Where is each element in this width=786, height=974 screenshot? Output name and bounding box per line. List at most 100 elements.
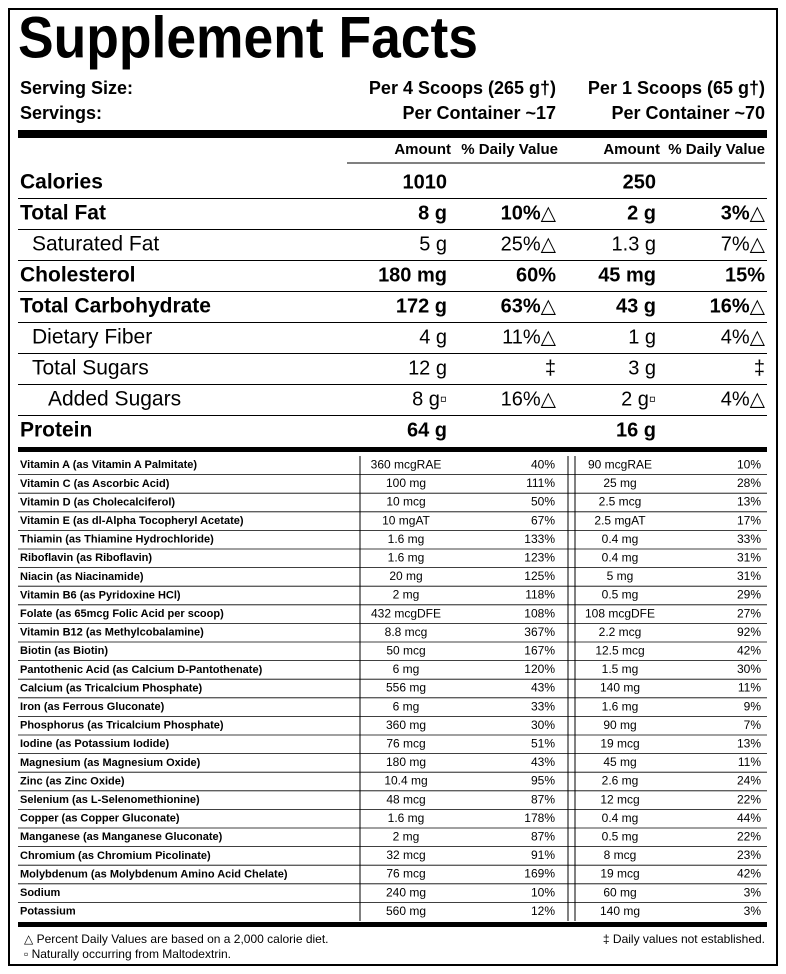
amount: 76 mcg bbox=[386, 736, 425, 750]
daily-value: 178% bbox=[524, 811, 555, 825]
column-header: % Daily Value bbox=[461, 141, 558, 158]
nutrient-name: Riboflavin (as Riboflavin) bbox=[20, 552, 152, 564]
amount: 4 g bbox=[419, 326, 447, 348]
nutrient-name: Thiamin (as Thiamine Hydrochloride) bbox=[20, 534, 214, 546]
amount: 3 g bbox=[628, 357, 656, 379]
nutrient-name: Saturated Fat bbox=[32, 233, 159, 256]
daily-value: 31% bbox=[737, 550, 761, 564]
nutrient-name: Selenium (as L-Selenomethionine) bbox=[20, 794, 200, 806]
amount: 2.6 mg bbox=[602, 774, 639, 788]
amount: 12.5 mcg bbox=[595, 643, 644, 657]
daily-value: ‡ bbox=[754, 357, 765, 379]
daily-value: 10% bbox=[531, 885, 555, 899]
amount: 240 mg bbox=[386, 885, 426, 899]
amount: 0.5 mg bbox=[602, 588, 639, 602]
amount: 12 g bbox=[408, 357, 447, 379]
daily-value: 25%△ bbox=[501, 233, 557, 255]
daily-value: 7% bbox=[744, 718, 762, 732]
nutrient-name: Phosphorus (as Tricalcium Phosphate) bbox=[20, 720, 224, 732]
amount: 90 mg bbox=[603, 718, 636, 732]
daily-value: 3%△ bbox=[721, 202, 766, 224]
daily-value: 22% bbox=[737, 829, 761, 843]
amount: 432 mcgDFE bbox=[371, 606, 441, 620]
amount: 8 g bbox=[418, 202, 447, 224]
daily-value: 13% bbox=[737, 736, 761, 750]
amount: 45 mg bbox=[598, 264, 656, 286]
daily-value: 3% bbox=[744, 885, 762, 899]
nutrient-name: Folate (as 65mcg Folic Acid per scoop) bbox=[20, 608, 224, 620]
amount: 1010 bbox=[403, 171, 448, 193]
title: Supplement Facts bbox=[18, 5, 478, 70]
amount: 10 mgAT bbox=[382, 513, 430, 527]
column-header: % Daily Value bbox=[668, 141, 765, 158]
daily-value: 16%△ bbox=[710, 295, 766, 317]
amount: 0.4 mg bbox=[602, 532, 639, 546]
footnote: △ Percent Daily Values are based on a 2,… bbox=[24, 932, 329, 946]
amount: 25 mg bbox=[603, 476, 636, 490]
daily-value: 17% bbox=[737, 513, 761, 527]
thick-bar bbox=[18, 922, 767, 927]
nutrient-name: Cholesterol bbox=[20, 264, 136, 287]
amount: 140 mg bbox=[600, 681, 640, 695]
column-header: Amount bbox=[394, 141, 451, 158]
nutrient-name: Total Fat bbox=[20, 202, 106, 225]
amount: 2.5 mcg bbox=[599, 495, 642, 509]
amount: 64 g bbox=[407, 419, 447, 441]
nutrient-name: Calcium (as Tricalcium Phosphate) bbox=[20, 682, 203, 694]
daily-value: 33% bbox=[737, 532, 761, 546]
footnote: ‡ Daily values not established. bbox=[603, 932, 765, 946]
amount: 10 mcg bbox=[386, 495, 425, 509]
servings-label: Servings: bbox=[20, 103, 102, 123]
servings-b: Per Container ~70 bbox=[611, 103, 765, 123]
thick-bar bbox=[18, 130, 767, 138]
amount: 2.5 mgAT bbox=[594, 513, 646, 527]
daily-value: 108% bbox=[524, 606, 555, 620]
daily-value: 120% bbox=[524, 662, 555, 676]
amount: 1.6 mg bbox=[388, 811, 425, 825]
daily-value: 11% bbox=[738, 681, 761, 695]
daily-value: 133% bbox=[524, 532, 555, 546]
daily-value: 30% bbox=[531, 718, 555, 732]
daily-value: 42% bbox=[737, 867, 761, 881]
daily-value: 7%△ bbox=[721, 233, 766, 255]
nutrient-name: Pantothenic Acid (as Calcium D-Pantothen… bbox=[20, 664, 263, 676]
daily-value: 13% bbox=[737, 495, 761, 509]
amount: 180 mg bbox=[386, 755, 426, 769]
daily-value: 91% bbox=[531, 848, 555, 862]
daily-value: 50% bbox=[531, 495, 555, 509]
amount: 48 mcg bbox=[386, 792, 425, 806]
nutrient-name: Magnesium (as Magnesium Oxide) bbox=[20, 757, 201, 769]
daily-value: 28% bbox=[737, 476, 761, 490]
amount: 2 g bbox=[627, 202, 656, 224]
daily-value: 169% bbox=[524, 867, 555, 881]
amount: 560 mg bbox=[386, 904, 426, 918]
daily-value: 10% bbox=[737, 457, 761, 471]
nutrient-name: Protein bbox=[20, 419, 92, 442]
daily-value: ‡ bbox=[545, 357, 556, 379]
nutrient-name: Potassium bbox=[20, 906, 76, 918]
nutrient-name: Iron (as Ferrous Gluconate) bbox=[20, 701, 165, 713]
daily-value: 11%△ bbox=[502, 326, 557, 348]
daily-value: 67% bbox=[531, 513, 555, 527]
daily-value: 11% bbox=[738, 755, 761, 769]
daily-value: 30% bbox=[737, 662, 761, 676]
amount: 20 mg bbox=[389, 569, 422, 583]
nutrient-name: Iodine (as Potassium Iodide) bbox=[20, 738, 169, 750]
nutrient-name: Added Sugars bbox=[48, 388, 181, 411]
amount: 60 mg bbox=[603, 885, 636, 899]
nutrient-name: Molybdenum (as Molybdenum Amino Acid Che… bbox=[20, 868, 288, 880]
amount: 90 mcgRAE bbox=[588, 457, 652, 471]
daily-value: 4%△ bbox=[721, 326, 766, 348]
nutrient-name: Vitamin C (as Ascorbic Acid) bbox=[20, 478, 170, 490]
serving-b: Per 1 Scoops (65 g†) bbox=[588, 78, 765, 98]
daily-value: 31% bbox=[737, 569, 761, 583]
daily-value: 51% bbox=[531, 736, 555, 750]
amount: 100 mg bbox=[386, 476, 426, 490]
daily-value: 111% bbox=[526, 476, 555, 490]
daily-value: 24% bbox=[737, 774, 761, 788]
amount: 2 g▫ bbox=[621, 388, 656, 410]
daily-value: 63%△ bbox=[501, 295, 557, 317]
amount: 172 g bbox=[396, 295, 447, 317]
nutrient-name: Vitamin D (as Cholecalciferol) bbox=[20, 496, 175, 508]
amount: 45 mg bbox=[603, 755, 636, 769]
